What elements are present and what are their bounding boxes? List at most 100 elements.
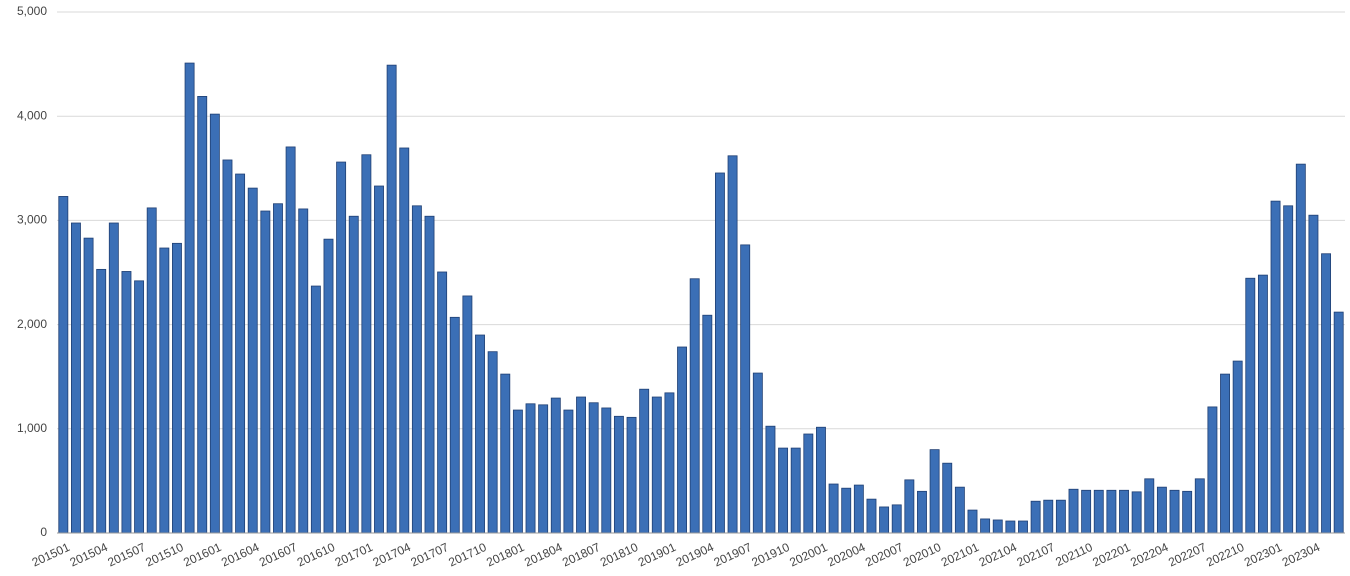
- bar: [361, 154, 372, 534]
- y-tick-label: 5,000: [17, 4, 47, 18]
- bar: [904, 479, 915, 534]
- x-tick-label: 201807: [560, 540, 603, 570]
- bar: [58, 196, 69, 534]
- bar: [1144, 478, 1155, 534]
- x-tick-label: 201907: [712, 540, 755, 570]
- bar: [853, 484, 864, 534]
- x-tick-label: 202101: [939, 540, 982, 570]
- bar: [752, 372, 763, 534]
- x-tick-label: 201701: [333, 540, 376, 570]
- bar: [1321, 253, 1332, 534]
- bar: [828, 483, 839, 534]
- bar: [727, 155, 738, 534]
- bar: [134, 280, 145, 534]
- x-tick-label: 202004: [825, 540, 868, 570]
- bar: [980, 518, 991, 534]
- bar: [929, 449, 940, 534]
- bar: [146, 207, 157, 534]
- x-tick-label: 201601: [181, 540, 224, 570]
- bar: [83, 237, 94, 534]
- bar: [841, 487, 852, 534]
- x-tick-label: 201504: [68, 540, 111, 570]
- bar: [209, 113, 220, 534]
- bar: [1131, 491, 1142, 534]
- bar: [613, 415, 624, 534]
- bar: [1308, 214, 1319, 534]
- bar: [172, 242, 182, 534]
- bar: [588, 402, 599, 534]
- bar: [1043, 499, 1054, 534]
- bar: [778, 447, 789, 534]
- bar: [121, 271, 132, 534]
- x-tick-label: 202001: [787, 540, 830, 570]
- bar: [866, 498, 877, 534]
- x-tick-label: 201901: [636, 540, 679, 570]
- bar: [336, 161, 347, 534]
- bar: [475, 334, 485, 534]
- bar: [1295, 163, 1306, 534]
- bar: [891, 504, 902, 534]
- y-tick-label: 0: [40, 525, 47, 539]
- bar: [992, 519, 1003, 534]
- x-tick-label: 201804: [522, 540, 565, 570]
- x-tick-label: 202010: [901, 540, 944, 570]
- bar: [70, 222, 81, 534]
- bar: [424, 215, 435, 534]
- bar: [96, 268, 107, 534]
- x-tick-label: 201610: [295, 540, 338, 570]
- bar: [1055, 499, 1066, 534]
- bar: [184, 62, 195, 534]
- x-tick-label: 201501: [30, 540, 73, 570]
- bar: [689, 278, 700, 534]
- bar: [512, 409, 523, 534]
- bar: [601, 407, 612, 534]
- bar: [664, 392, 675, 534]
- bar: [1270, 200, 1281, 534]
- bar: [323, 238, 334, 534]
- x-tick-label: 201607: [257, 540, 300, 570]
- x-tick-label: 201904: [674, 540, 717, 570]
- bar: [462, 295, 473, 534]
- bar: [1005, 520, 1016, 534]
- x-tick-label: 202204: [1128, 540, 1171, 570]
- bar: [954, 486, 965, 534]
- bar: [399, 147, 410, 534]
- bar: [677, 346, 688, 534]
- bar: [374, 185, 384, 534]
- x-tick-label: 202104: [977, 540, 1020, 570]
- bar: [1030, 500, 1041, 534]
- x-tick-label: 202304: [1280, 540, 1323, 570]
- bar: [1245, 277, 1256, 534]
- bar: [500, 373, 511, 534]
- bar: [803, 433, 814, 534]
- bar: [702, 314, 713, 534]
- x-tick-label: 202301: [1242, 540, 1285, 570]
- bar: [1156, 486, 1167, 534]
- bar: [1283, 205, 1294, 534]
- bar: [1207, 406, 1218, 534]
- bar: [740, 244, 751, 534]
- bar: [1333, 311, 1344, 534]
- bar: [790, 447, 801, 534]
- bar: [310, 285, 321, 534]
- bar: [273, 203, 283, 534]
- x-tick-label: 202110: [1053, 540, 1095, 569]
- bar: [626, 416, 637, 534]
- x-tick-label: 201910: [749, 540, 792, 570]
- y-tick-label: 1,000: [17, 421, 47, 435]
- bar: [816, 426, 826, 534]
- bar: [1093, 489, 1104, 534]
- bar: [348, 215, 359, 534]
- bar: [879, 506, 890, 534]
- bar: [386, 64, 397, 534]
- y-tick-label: 3,000: [17, 213, 47, 227]
- x-tick-label: 201710: [446, 540, 489, 570]
- bar: [260, 210, 271, 534]
- bar: [197, 96, 208, 534]
- bar: [222, 159, 233, 534]
- bar: [1018, 520, 1028, 534]
- x-tick-label: 202201: [1090, 540, 1133, 570]
- bar: [550, 397, 561, 534]
- y-tick-label: 2,000: [17, 317, 47, 331]
- x-tick-label: 201801: [484, 540, 527, 570]
